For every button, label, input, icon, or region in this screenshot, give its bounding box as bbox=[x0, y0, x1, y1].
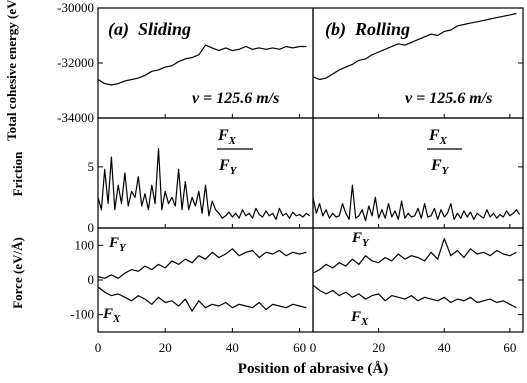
x-tick-label: 40 bbox=[438, 340, 451, 355]
svg-text:FX: FX bbox=[428, 127, 448, 147]
fy-label-right: FY bbox=[351, 230, 370, 249]
series-line-energy-rolling-0 bbox=[312, 12, 517, 81]
y-tick-label: 0 bbox=[88, 272, 95, 287]
y-tick-label: 0 bbox=[88, 220, 95, 235]
x-axis-label: Position of abrasive (Å) bbox=[238, 361, 388, 377]
ratio-den: F bbox=[218, 157, 230, 174]
series-line-friction-sliding-0 bbox=[97, 148, 310, 220]
panel-frame-2-0 bbox=[97, 227, 314, 333]
x-tick-label: 60 bbox=[503, 340, 516, 355]
panel-frame-1-1 bbox=[312, 117, 524, 229]
x-tick-label: 0 bbox=[310, 340, 317, 355]
x-tick-label: 40 bbox=[226, 340, 239, 355]
velocity-annotation-right: v = 125.6 m/s bbox=[405, 90, 492, 107]
svg-text:FY: FY bbox=[430, 157, 450, 177]
y-tick-label: -100 bbox=[70, 307, 94, 322]
panel-frames bbox=[97, 7, 524, 333]
ratio-den-sub: Y bbox=[442, 165, 450, 177]
ratio-den: F bbox=[430, 157, 442, 174]
panel-title-sliding: (a) Sliding bbox=[108, 19, 191, 40]
x-tick-label: 60 bbox=[293, 340, 306, 355]
x-tick-label: 20 bbox=[372, 340, 385, 355]
series-line-force-rolling-1 bbox=[312, 284, 517, 309]
svg-text:FY: FY bbox=[218, 157, 238, 177]
panel-title-rolling: (b) Rolling bbox=[325, 19, 410, 40]
ratio-num-sub: X bbox=[228, 135, 237, 147]
y-tick-label: 5 bbox=[88, 159, 95, 174]
ratio-num: F bbox=[217, 127, 229, 144]
x-tick-label: 0 bbox=[95, 340, 102, 355]
plot-lines bbox=[97, 12, 521, 312]
ratio-den-sub: Y bbox=[230, 165, 238, 177]
fy-label-left: FY bbox=[108, 235, 127, 254]
force-ylabel: Force (eV/Å) bbox=[10, 237, 25, 309]
energy-ylabel: Total cohesive energy (eV) bbox=[4, 0, 19, 141]
fx-label-right: FX bbox=[350, 309, 369, 328]
y-tick-label: 100 bbox=[75, 237, 95, 252]
ratio-num-sub: X bbox=[439, 135, 448, 147]
series-line-friction-rolling-0 bbox=[312, 184, 521, 222]
friction-ratio-left: FX FY bbox=[217, 127, 253, 177]
velocity-annotation-left: v = 125.6 m/s bbox=[192, 90, 279, 107]
series-line-force-sliding-1 bbox=[97, 286, 307, 312]
y-tick-label: -32000 bbox=[57, 55, 94, 70]
series-line-force-sliding-0 bbox=[97, 248, 307, 279]
ratio-num: F bbox=[428, 127, 440, 144]
y-tick-label: -30000 bbox=[57, 0, 94, 15]
axis-ticks: -30000 -32000 -34000 0 5 100 0 -100 0 20 40 60 0 20 40… bbox=[57, 0, 523, 355]
series-line-energy-sliding-0 bbox=[97, 44, 307, 86]
y-tick-label: -34000 bbox=[57, 110, 94, 125]
fx-label-left: FX bbox=[102, 306, 121, 325]
friction-ylabel: Friction bbox=[10, 151, 25, 197]
x-tick-label: 20 bbox=[159, 340, 172, 355]
svg-text:FX: FX bbox=[217, 127, 237, 147]
panel-frame-2-1 bbox=[312, 227, 524, 333]
friction-ratio-right: FX FY bbox=[427, 127, 462, 177]
series-line-force-rolling-0 bbox=[312, 237, 517, 274]
